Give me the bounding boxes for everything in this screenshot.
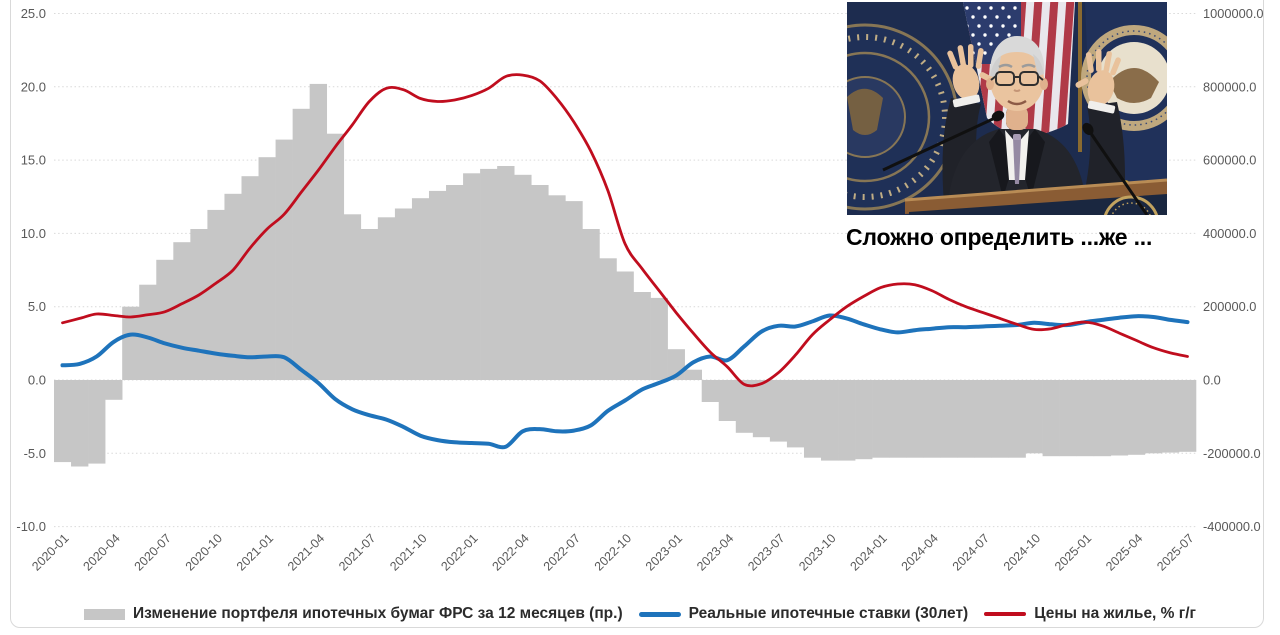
- svg-text:-400000.0: -400000.0: [1203, 519, 1261, 534]
- svg-text:2022-01: 2022-01: [438, 531, 480, 573]
- svg-text:2020-07: 2020-07: [132, 531, 174, 573]
- svg-text:2020-01: 2020-01: [29, 531, 71, 573]
- legend-item-prices[interactable]: Цены на жилье, % г/г: [984, 605, 1196, 623]
- svg-text:0.0: 0.0: [1203, 373, 1221, 388]
- svg-text:2020-04: 2020-04: [80, 531, 122, 573]
- svg-text:2025-04: 2025-04: [1103, 531, 1145, 573]
- glasses: [990, 71, 1044, 86]
- line-series-0: [60, 313, 1190, 450]
- flag-pole: [1078, 2, 1082, 152]
- shirt-cuff-left: [952, 94, 981, 108]
- shirt-cuff-right: [1087, 100, 1116, 114]
- line-swatch-blue: [638, 611, 681, 617]
- legend-label-prices: Цены на жилье, % г/г: [1034, 605, 1196, 622]
- svg-text:2021-04: 2021-04: [285, 531, 327, 573]
- svg-text:2022-04: 2022-04: [489, 531, 531, 573]
- svg-text:2022-10: 2022-10: [592, 531, 634, 573]
- svg-text:2024-10: 2024-10: [1001, 531, 1043, 573]
- svg-text:2022-07: 2022-07: [541, 531, 583, 573]
- svg-text:200000.0: 200000.0: [1203, 299, 1256, 314]
- svg-text:10.0: 10.0: [21, 226, 46, 241]
- chart-legend: Изменение портфеля ипотечных бумаг ФРС з…: [20, 601, 1260, 627]
- svg-text:600000.0: 600000.0: [1203, 153, 1256, 168]
- svg-text:1000000.0: 1000000.0: [1203, 6, 1264, 21]
- bars-series: [54, 83, 1197, 467]
- powell-photo: [847, 2, 1167, 215]
- svg-text:-10.0: -10.0: [16, 519, 46, 534]
- legend-label-rates: Реальные ипотечные ставки (30лет): [688, 605, 969, 622]
- svg-text:400000.0: 400000.0: [1203, 226, 1256, 241]
- legend-item-portfolio[interactable]: Изменение портфеля ипотечных бумаг ФРС з…: [84, 605, 623, 623]
- svg-text:2023-04: 2023-04: [694, 531, 736, 573]
- microphone-icon: [882, 110, 1149, 215]
- svg-text:2023-01: 2023-01: [643, 531, 685, 573]
- svg-text:2025-07: 2025-07: [1154, 531, 1196, 573]
- svg-text:5.0: 5.0: [28, 299, 46, 314]
- powell-photo-illustration: [847, 2, 1167, 215]
- x-axis-labels: 2020-01 2020-04 2020-07 2020-10 2021-01 2021-…: [29, 531, 1196, 573]
- svg-text:-200000.0: -200000.0: [1203, 446, 1261, 461]
- photo-caption: Сложно определить ...же ...: [846, 224, 1153, 250]
- right-axis-labels: 1000000.0 800000.0 600000.0 400000.0 200000.…: [1203, 6, 1264, 534]
- svg-text:2021-10: 2021-10: [387, 531, 429, 573]
- svg-text:800000.0: 800000.0: [1203, 79, 1256, 94]
- svg-text:25.0: 25.0: [21, 6, 46, 21]
- line-series-1: [61, 73, 1189, 388]
- legend-label-portfolio: Изменение портфеля ипотечных бумаг ФРС з…: [133, 605, 623, 622]
- svg-text:2020-10: 2020-10: [183, 531, 225, 573]
- svg-text:20.0: 20.0: [21, 79, 46, 94]
- svg-text:2021-01: 2021-01: [234, 531, 276, 573]
- svg-text:2023-07: 2023-07: [745, 531, 787, 573]
- svg-text:2024-04: 2024-04: [899, 531, 941, 573]
- svg-text:15.0: 15.0: [21, 153, 46, 168]
- podium: [904, 178, 1167, 215]
- legend-item-rates[interactable]: Реальные ипотечные ставки (30лет): [638, 605, 969, 623]
- line-swatch-red: [984, 612, 1027, 616]
- svg-text:2021-07: 2021-07: [336, 531, 378, 573]
- svg-text:0.0: 0.0: [28, 373, 46, 388]
- svg-text:2024-07: 2024-07: [950, 531, 992, 573]
- svg-text:2025-01: 2025-01: [1052, 531, 1094, 573]
- left-axis-labels: 25.0 20.0 15.0 10.0 5.0 0.0 -5.0 -10.0: [16, 6, 46, 534]
- svg-text:-5.0: -5.0: [24, 446, 46, 461]
- svg-text:2023-10: 2023-10: [796, 531, 838, 573]
- fed-seal-left: [847, 23, 959, 211]
- svg-text:2024-01: 2024-01: [847, 531, 889, 573]
- bar-swatch: [84, 608, 126, 620]
